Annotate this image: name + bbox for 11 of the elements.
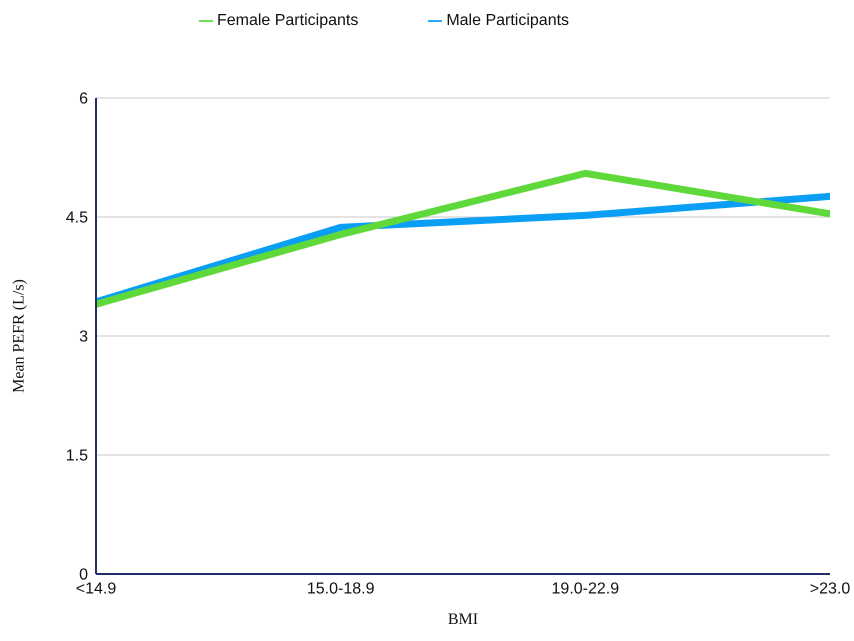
y-axis-title: Mean PEFR (L/s) [10,279,28,393]
x-axis-title: BMI [448,611,478,628]
y-tick-label: 3 [79,328,88,346]
x-tick-label: 19.0-22.9 [552,580,620,598]
legend-label: Female Participants [216,12,358,29]
legend-label: Male Participants [446,12,570,29]
x-tick-label: 15.0-18.9 [306,580,375,598]
y-tick-label: 6 [79,90,88,108]
y-tick-label: 4.5 [66,210,88,227]
y-tick-label: 1.5 [66,448,88,465]
x-tick-label: >23.0 [810,580,850,598]
